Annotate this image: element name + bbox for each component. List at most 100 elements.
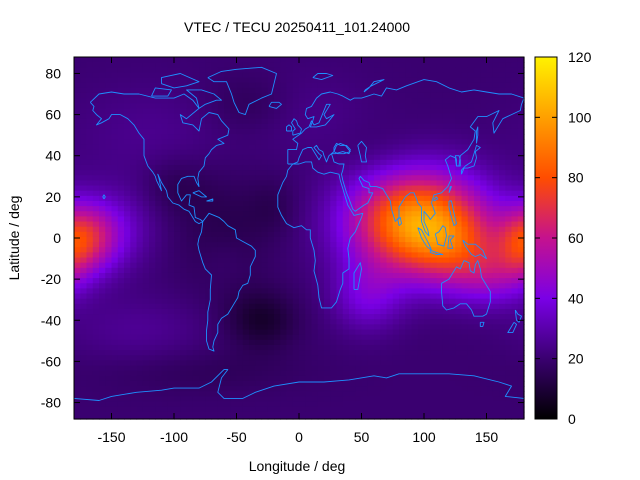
heatmap-cell xyxy=(367,216,375,223)
heatmap-cell xyxy=(505,272,513,279)
heatmap-cell xyxy=(255,293,263,300)
heatmap-cell xyxy=(430,98,438,104)
heatmap-cell xyxy=(217,355,225,361)
heatmap-cell xyxy=(317,134,325,140)
heatmap-cell xyxy=(349,386,356,392)
heatmap-cell xyxy=(136,175,144,182)
heatmap-cell xyxy=(517,288,525,295)
heatmap-cell xyxy=(186,386,194,392)
heatmap-cell xyxy=(92,103,100,110)
heatmap-cell xyxy=(455,242,463,248)
heatmap-cell xyxy=(342,278,350,284)
heatmap-cell xyxy=(336,293,344,300)
heatmap-cell xyxy=(386,67,394,74)
heatmap-cell xyxy=(386,164,394,171)
heatmap-cell xyxy=(186,262,194,269)
heatmap-cell xyxy=(411,159,419,166)
heatmap-cell xyxy=(130,154,138,161)
heatmap-cell xyxy=(380,82,388,89)
heatmap-cell xyxy=(167,108,175,115)
heatmap-cell xyxy=(249,303,256,310)
heatmap-cell xyxy=(349,62,356,68)
heatmap-cell xyxy=(136,98,144,104)
heatmap-cell xyxy=(480,200,488,207)
heatmap-cell xyxy=(442,283,450,289)
heatmap-cell xyxy=(142,370,150,377)
heatmap-cell xyxy=(349,67,356,74)
heatmap-cell xyxy=(411,190,419,197)
heatmap-cell xyxy=(442,396,450,403)
heatmap-cell xyxy=(505,113,513,120)
heatmap-cell xyxy=(455,386,463,392)
heatmap-cell xyxy=(224,154,231,161)
heatmap-cell xyxy=(299,375,306,382)
heatmap-cell xyxy=(499,267,506,274)
heatmap-cell xyxy=(361,298,369,305)
heatmap-cell xyxy=(80,123,88,130)
heatmap-cell xyxy=(149,375,156,382)
heatmap-cell xyxy=(380,308,388,315)
heatmap-cell xyxy=(511,308,519,315)
heatmap-cell xyxy=(236,154,244,161)
heatmap-cell xyxy=(280,180,288,187)
heatmap-cell xyxy=(405,118,413,125)
heatmap-cell xyxy=(105,293,113,300)
heatmap-cell xyxy=(224,380,231,387)
heatmap-cell xyxy=(330,154,338,161)
heatmap-cell xyxy=(499,154,506,161)
heatmap-cell xyxy=(355,334,363,341)
heatmap-cell xyxy=(149,303,156,310)
heatmap-cell xyxy=(86,334,94,341)
heatmap-cell xyxy=(205,375,213,382)
heatmap-cell xyxy=(361,319,369,325)
heatmap-cell xyxy=(142,308,150,315)
heatmap-cell xyxy=(217,236,225,243)
heatmap-cell xyxy=(349,113,356,120)
heatmap-cell xyxy=(99,221,106,228)
heatmap-cell xyxy=(261,92,269,99)
heatmap-cell xyxy=(324,334,331,341)
heatmap-cell xyxy=(374,185,381,192)
heatmap-cell xyxy=(74,62,81,68)
heatmap-cell xyxy=(336,216,344,223)
heatmap-cell xyxy=(305,365,313,372)
heatmap-cell xyxy=(261,72,269,79)
heatmap-cell xyxy=(342,283,350,289)
heatmap-cell xyxy=(136,252,144,259)
heatmap-cell xyxy=(486,406,494,413)
heatmap-cell xyxy=(161,103,169,110)
heatmap-cell xyxy=(517,365,525,372)
heatmap-cell xyxy=(305,252,313,259)
heatmap-cell xyxy=(349,108,356,115)
heatmap-cell xyxy=(99,231,106,238)
heatmap-cell xyxy=(292,396,300,403)
heatmap-cell xyxy=(467,365,475,372)
heatmap-cell xyxy=(511,72,519,79)
heatmap-cell xyxy=(455,175,463,182)
heatmap-cell xyxy=(80,170,88,176)
heatmap-cell xyxy=(211,108,219,115)
heatmap-cell xyxy=(367,257,375,264)
heatmap-cell xyxy=(405,231,413,238)
heatmap-cell xyxy=(261,190,269,197)
heatmap-cell xyxy=(330,113,338,120)
heatmap-cell xyxy=(342,123,350,130)
heatmap-cell xyxy=(336,375,344,382)
heatmap-cell xyxy=(142,360,150,367)
heatmap-cell xyxy=(111,123,119,130)
heatmap-cell xyxy=(286,170,294,176)
heatmap-cell xyxy=(292,72,300,79)
heatmap-cell xyxy=(199,185,206,192)
heatmap-cell xyxy=(467,380,475,387)
heatmap-cell xyxy=(149,190,156,197)
heatmap-cell xyxy=(405,288,413,295)
heatmap-cell xyxy=(455,350,463,356)
heatmap-cell xyxy=(105,195,113,202)
heatmap-cell xyxy=(130,118,138,125)
heatmap-cell xyxy=(99,386,106,392)
heatmap-cell xyxy=(86,242,94,248)
heatmap-cell xyxy=(399,72,406,79)
heatmap-cell xyxy=(367,329,375,336)
heatmap-cell xyxy=(317,57,325,63)
heatmap-cell xyxy=(486,144,494,151)
